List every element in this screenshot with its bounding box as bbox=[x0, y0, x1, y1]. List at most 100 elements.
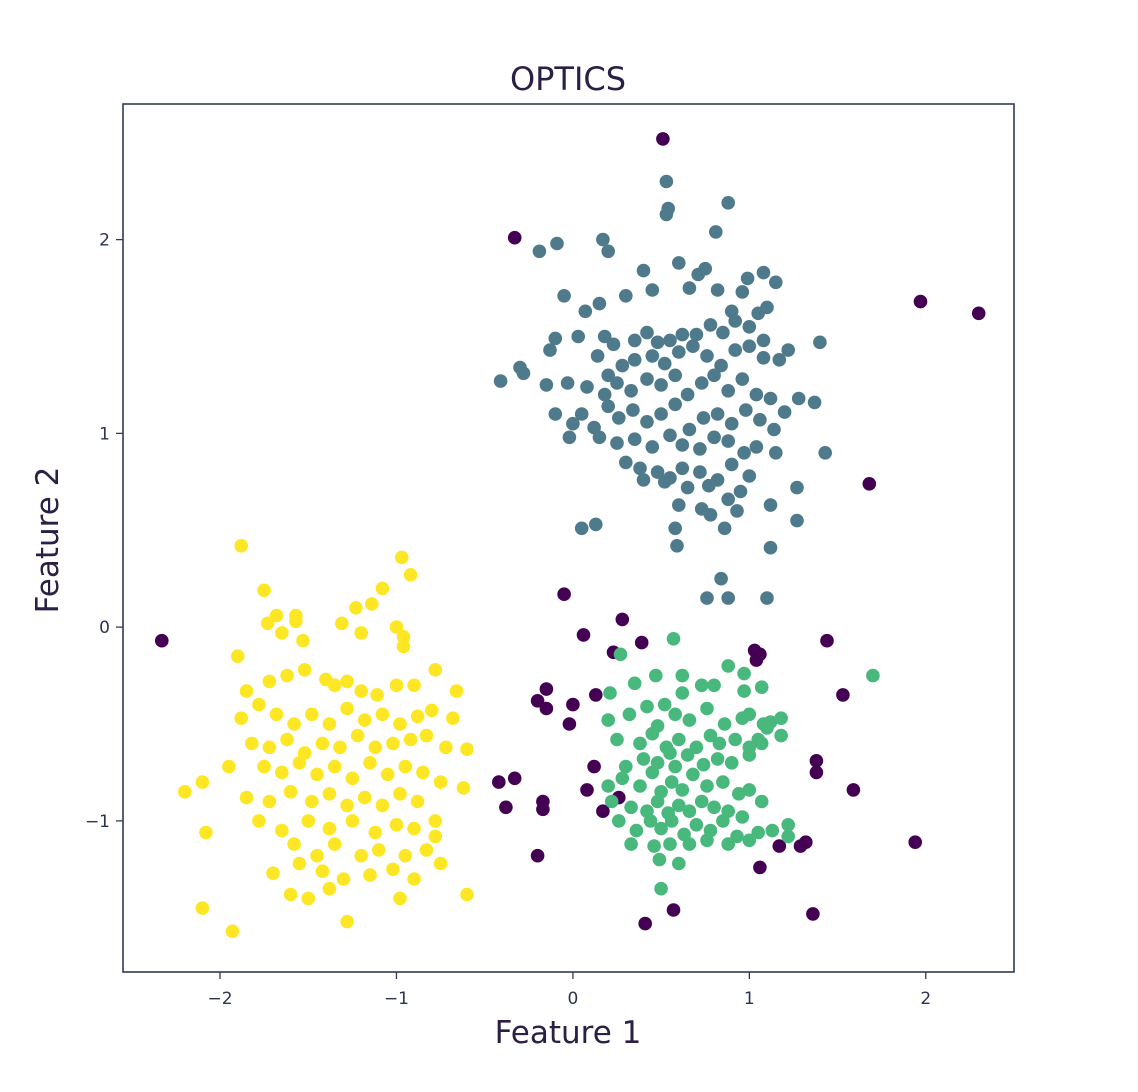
data-point bbox=[596, 232, 610, 247]
data-point bbox=[269, 707, 284, 722]
data-point bbox=[562, 430, 577, 445]
data-point bbox=[913, 294, 928, 309]
data-point bbox=[419, 843, 434, 857]
data-point bbox=[615, 771, 630, 786]
data-point bbox=[349, 601, 363, 615]
data-point bbox=[774, 711, 788, 725]
data-point bbox=[724, 416, 739, 431]
data-point bbox=[700, 349, 714, 363]
x-tick-label: 2 bbox=[920, 989, 931, 1009]
data-point bbox=[769, 446, 783, 460]
data-point bbox=[627, 676, 642, 691]
data-point bbox=[700, 701, 714, 716]
data-point bbox=[587, 759, 601, 774]
data-point bbox=[682, 713, 697, 727]
data-point bbox=[862, 477, 877, 491]
data-point bbox=[866, 668, 880, 683]
data-point bbox=[700, 779, 714, 793]
data-point bbox=[763, 391, 778, 406]
data-point bbox=[396, 639, 411, 654]
data-point bbox=[548, 407, 563, 421]
data-point bbox=[199, 825, 213, 840]
data-point bbox=[668, 759, 682, 774]
data-point bbox=[301, 891, 316, 906]
data-point bbox=[315, 736, 330, 751]
data-point bbox=[398, 848, 413, 863]
data-point bbox=[703, 508, 718, 522]
data-point bbox=[756, 265, 771, 280]
data-point bbox=[375, 707, 390, 722]
data-point bbox=[742, 320, 757, 334]
data-point bbox=[345, 814, 360, 828]
data-point bbox=[756, 717, 771, 731]
data-point bbox=[403, 732, 418, 747]
data-point bbox=[310, 848, 324, 863]
data-point bbox=[449, 684, 464, 698]
data-point bbox=[668, 521, 682, 536]
data-point bbox=[756, 351, 771, 365]
data-point bbox=[656, 132, 670, 146]
data-point bbox=[530, 848, 545, 863]
data-point bbox=[636, 752, 651, 766]
data-point bbox=[499, 800, 513, 815]
data-point bbox=[813, 335, 827, 350]
data-point bbox=[682, 422, 697, 437]
data-point bbox=[807, 395, 822, 410]
data-point bbox=[649, 668, 663, 683]
data-point bbox=[407, 821, 421, 836]
data-point bbox=[633, 779, 647, 793]
data-point bbox=[781, 343, 795, 357]
data-point bbox=[354, 848, 369, 863]
data-point bbox=[724, 756, 739, 770]
data-point bbox=[539, 701, 554, 716]
data-point bbox=[760, 300, 774, 315]
data-point bbox=[178, 785, 192, 799]
data-point bbox=[664, 814, 679, 828]
x-axis: −2 −1 0 1 2 bbox=[208, 972, 931, 1009]
data-point bbox=[155, 633, 169, 648]
data-point bbox=[513, 360, 527, 375]
data-point bbox=[818, 446, 832, 460]
data-point bbox=[624, 800, 638, 815]
data-point bbox=[283, 785, 298, 799]
data-point bbox=[603, 686, 617, 700]
data-point bbox=[507, 230, 522, 245]
data-point bbox=[340, 701, 354, 716]
data-point bbox=[668, 368, 682, 383]
data-point bbox=[733, 484, 748, 499]
data-point bbox=[908, 835, 922, 849]
data-point bbox=[606, 337, 621, 352]
data-point bbox=[682, 837, 697, 851]
data-point bbox=[612, 411, 626, 425]
data-point bbox=[370, 688, 384, 702]
data-point bbox=[589, 517, 603, 532]
data-point bbox=[601, 713, 615, 727]
data-point bbox=[327, 678, 342, 693]
data-point bbox=[363, 756, 377, 770]
data-point bbox=[636, 473, 651, 487]
data-point bbox=[327, 837, 342, 851]
data-point bbox=[742, 783, 757, 797]
data-point bbox=[735, 285, 750, 299]
data-point bbox=[275, 823, 289, 838]
data-point bbox=[368, 825, 383, 840]
data-point bbox=[375, 581, 390, 596]
data-point bbox=[257, 583, 271, 598]
data-point bbox=[645, 726, 660, 741]
data-point bbox=[310, 767, 324, 782]
data-point bbox=[659, 207, 674, 222]
x-tick-label: −2 bbox=[208, 989, 233, 1009]
data-point bbox=[562, 717, 577, 731]
plot-area bbox=[122, 103, 1015, 973]
data-point bbox=[601, 244, 615, 259]
data-point bbox=[592, 296, 607, 311]
data-point bbox=[846, 783, 861, 797]
data-point bbox=[446, 711, 460, 725]
data-point bbox=[710, 752, 725, 766]
data-point bbox=[322, 821, 337, 836]
data-point bbox=[615, 358, 630, 373]
data-point bbox=[239, 684, 254, 698]
data-point bbox=[619, 455, 633, 470]
data-point bbox=[703, 728, 718, 743]
data-point bbox=[530, 694, 545, 708]
